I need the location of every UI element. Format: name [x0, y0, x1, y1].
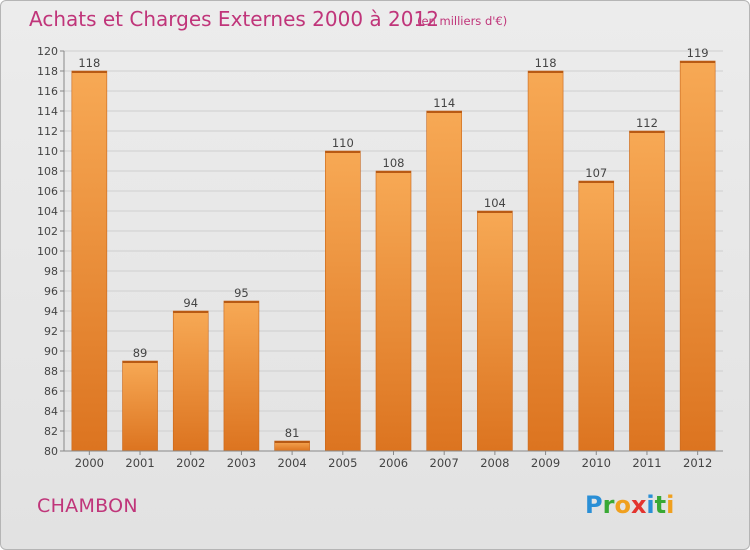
value-label: 119 [687, 46, 709, 60]
y-tick-label: 106 [37, 185, 58, 198]
value-label: 112 [636, 116, 658, 130]
x-tick-label: 2011 [632, 456, 661, 470]
y-tick-label: 116 [37, 85, 58, 98]
bars: 118 89 94 95 81 110 108 114 104 118 107 112 119 [71, 46, 716, 452]
value-label: 118 [78, 56, 100, 70]
bar [527, 70, 564, 452]
value-label: 107 [585, 166, 607, 180]
bar [477, 210, 513, 452]
value-label: 108 [383, 156, 405, 170]
bar-top-edge [578, 181, 614, 183]
x-tick-label: 2007 [430, 456, 459, 470]
bar-top-edge [122, 361, 158, 363]
x-tick-label: 2004 [277, 456, 306, 470]
bar-top-edge [680, 61, 716, 63]
y-tick-label: 84 [44, 405, 58, 418]
x-tick-label: 2006 [379, 456, 408, 470]
value-label: 110 [332, 136, 354, 150]
y-tick-label: 114 [37, 105, 58, 118]
logo-letter: i [646, 491, 655, 519]
y-tick-label: 110 [37, 145, 58, 158]
bar-top-edge [325, 151, 361, 153]
bar [122, 360, 158, 452]
value-label: 114 [433, 96, 455, 110]
bar-top-edge [71, 71, 107, 73]
x-tick-label: 2009 [531, 456, 560, 470]
value-label: 118 [535, 56, 557, 70]
y-tick-label: 96 [44, 285, 58, 298]
logo-letter: r [602, 491, 615, 519]
y-tick-label: 112 [37, 125, 58, 138]
bar [426, 110, 462, 452]
y-tick-label: 86 [44, 385, 58, 398]
bar-top-edge [629, 131, 665, 133]
commune-name: CHAMBON [37, 495, 138, 517]
y-tick-label: 98 [44, 265, 58, 278]
bar-top-edge [477, 211, 513, 213]
y-tick-label: 88 [44, 365, 58, 378]
y-tick-label: 94 [44, 305, 58, 318]
bar-top-edge [274, 441, 310, 443]
bar [578, 180, 615, 452]
logo-letter: o [614, 491, 631, 519]
x-tick-label: 2012 [683, 456, 712, 470]
y-tick-label: 118 [37, 65, 58, 78]
y-tick-label: 120 [37, 45, 58, 58]
bar [679, 60, 716, 452]
bar-top-edge [376, 171, 411, 173]
x-tick-label: 2010 [582, 456, 611, 470]
bar [71, 70, 108, 452]
bar-top-edge [528, 71, 564, 73]
bar [629, 130, 665, 452]
x-tick-label: 2002 [176, 456, 205, 470]
axes: 8082848688909294969810010210410610811011… [37, 45, 723, 470]
y-tick-label: 90 [44, 345, 58, 358]
y-tick-label: 104 [37, 205, 58, 218]
logo-letter: t [654, 491, 667, 519]
chart-title: Achats et Charges Externes 2000 à 2012 [29, 7, 439, 31]
logo-letter: i [666, 491, 675, 519]
logo-letter: x [630, 491, 647, 519]
value-label: 104 [484, 196, 506, 210]
x-tick-label: 2001 [125, 456, 154, 470]
x-tick-label: 2005 [328, 456, 357, 470]
value-label: 94 [183, 296, 198, 310]
bar [325, 150, 361, 452]
bar-top-edge [223, 301, 259, 303]
y-tick-label: 108 [37, 165, 58, 178]
bar-top-edge [173, 311, 209, 313]
value-label: 89 [133, 346, 148, 360]
proxiti-logo: Proxiti [585, 491, 674, 519]
value-label: 81 [285, 426, 300, 440]
x-tick-label: 2003 [227, 456, 256, 470]
bar [172, 310, 209, 452]
y-tick-label: 102 [37, 225, 58, 238]
bar [375, 170, 412, 452]
value-label: 95 [234, 286, 249, 300]
y-tick-label: 82 [44, 425, 58, 438]
x-tick-label: 2000 [75, 456, 104, 470]
bar [223, 300, 260, 452]
x-tick-label: 2008 [480, 456, 509, 470]
logo-letter: P [585, 491, 603, 519]
y-tick-label: 92 [44, 325, 58, 338]
bar-top-edge [426, 111, 462, 113]
y-tick-label: 80 [44, 445, 58, 458]
y-tick-label: 100 [37, 245, 58, 258]
chart-subtitle: (en milliers d'€) [417, 14, 508, 28]
